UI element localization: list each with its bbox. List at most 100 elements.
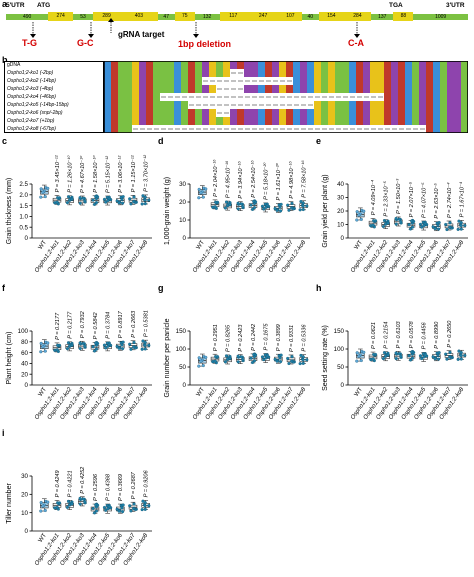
p-value-label: P = 0.4249 xyxy=(55,470,61,497)
alignment-base-cell xyxy=(251,69,258,77)
alignment-base-cell xyxy=(146,93,153,101)
data-point xyxy=(197,187,201,191)
intron-segment: 137 xyxy=(371,13,394,20)
y-axis-label: Grain number per panicle xyxy=(164,318,171,397)
p-value-label: P = 1.61×10⁻²⁰ xyxy=(275,162,282,200)
alignment-base-cell xyxy=(104,125,111,133)
alignment-base-cell xyxy=(160,101,167,109)
alignment-base-cell xyxy=(209,117,216,125)
alignment-base-cell xyxy=(356,117,363,125)
data-point xyxy=(236,360,240,364)
alignment-base-cell xyxy=(132,61,139,69)
data-point xyxy=(290,355,294,359)
p-value-label: P = 0.3899 xyxy=(276,324,282,351)
data-point xyxy=(287,208,291,212)
data-point xyxy=(279,209,283,213)
alignment-base-cell xyxy=(244,85,251,93)
p-value-label: P = 0.2663 xyxy=(131,310,137,338)
data-point xyxy=(279,353,283,357)
alignment-base-cell xyxy=(433,125,440,133)
data-point xyxy=(279,360,283,364)
data-point xyxy=(65,201,69,205)
exon-segment: 75 xyxy=(174,12,195,21)
data-point xyxy=(410,356,415,360)
data-point xyxy=(65,505,69,509)
alignment-base-cell xyxy=(251,85,258,93)
alignment-base-cell xyxy=(139,101,146,109)
intron-segment: 1009 xyxy=(413,13,468,20)
y-axis-label: 1,000-grain weight (g) xyxy=(164,177,171,245)
alignment-base-cell xyxy=(237,61,244,69)
data-point xyxy=(55,505,59,510)
data-point xyxy=(437,227,441,231)
data-point xyxy=(382,351,387,355)
alignment-base-cell xyxy=(426,93,433,101)
data-point xyxy=(39,501,43,505)
p-value-label: P = 0.2596 xyxy=(93,473,99,501)
alignment-base-cell xyxy=(447,61,454,69)
data-point xyxy=(204,355,208,359)
alignment-base-cell xyxy=(132,101,139,109)
alignment-base-cell xyxy=(335,85,342,93)
p-value-label: P = 3.45×10⁻¹² xyxy=(55,154,61,192)
alignment-base-cell xyxy=(461,93,468,101)
data-point xyxy=(362,350,366,354)
alignment-base-cell xyxy=(104,85,111,93)
data-point xyxy=(382,219,387,223)
alignment-base-cell xyxy=(384,101,391,109)
data-point xyxy=(121,201,125,205)
data-point xyxy=(252,352,256,357)
alignment-base-cell xyxy=(293,85,300,93)
alignment-base-cell xyxy=(111,69,118,77)
alignment-base-cell xyxy=(342,109,349,117)
data-point xyxy=(55,348,59,352)
alignment-base-cell xyxy=(237,109,244,117)
y-tick-label: 20 xyxy=(21,492,28,499)
grna-target-label: gRNA target xyxy=(118,30,165,39)
y-tick-label: 50 xyxy=(337,364,344,371)
data-point xyxy=(362,209,366,213)
alignment-base-cell xyxy=(321,61,328,69)
plot-group: 0 20 40 60 80 100 Plant height (cm) WT P = 0.217… xyxy=(6,310,152,421)
alignment-base-cell xyxy=(111,109,118,117)
alignment-base-cell xyxy=(167,69,174,77)
p-value-label: P = 0.4221 xyxy=(67,470,73,497)
data-point xyxy=(83,199,87,203)
alignment-base-cell xyxy=(202,109,209,117)
exon-segment: 88 xyxy=(393,12,414,21)
alignment-base-cell xyxy=(384,77,391,85)
data-point xyxy=(252,199,256,203)
data-point xyxy=(301,207,305,212)
alignment-base-cell xyxy=(363,61,370,69)
data-point xyxy=(70,343,74,347)
alignment-base-cell xyxy=(272,69,279,77)
alignment-base-cell xyxy=(195,77,202,85)
data-point xyxy=(456,357,460,361)
alignment-base-cell xyxy=(342,77,349,85)
alignment-base-cell xyxy=(174,69,181,77)
alignment-base-cell xyxy=(174,85,181,93)
alignment-base-cell xyxy=(384,109,391,117)
alignment-base-cell xyxy=(328,77,335,85)
p-value-label: P = 0.2650 xyxy=(447,320,453,348)
data-point xyxy=(223,206,227,210)
data-point xyxy=(410,225,415,229)
seed-setting-chart: 0 50 100 150 Seed setting rate (%) WT P = 0.06… xyxy=(322,320,468,421)
alignment-base-cell xyxy=(104,117,111,125)
alignment-base-cell xyxy=(293,61,300,69)
alignment-base-cell xyxy=(118,85,125,93)
data-point xyxy=(56,196,60,200)
data-point xyxy=(305,204,309,208)
alignment-base-cell xyxy=(153,61,160,69)
alignment-base-cell xyxy=(454,101,461,109)
alignment-base-cell xyxy=(314,117,321,125)
alignment-base-cell xyxy=(244,69,251,77)
alignment-base-cell xyxy=(349,101,356,109)
data-point xyxy=(78,502,82,506)
data-point xyxy=(143,347,147,351)
data-point xyxy=(102,343,107,347)
alignment-row: Ospho1;2-ko1 (-2bp) xyxy=(7,70,54,76)
data-point xyxy=(81,196,85,200)
alignment-base-cell xyxy=(342,117,349,125)
alignment-base-cell xyxy=(293,117,300,125)
